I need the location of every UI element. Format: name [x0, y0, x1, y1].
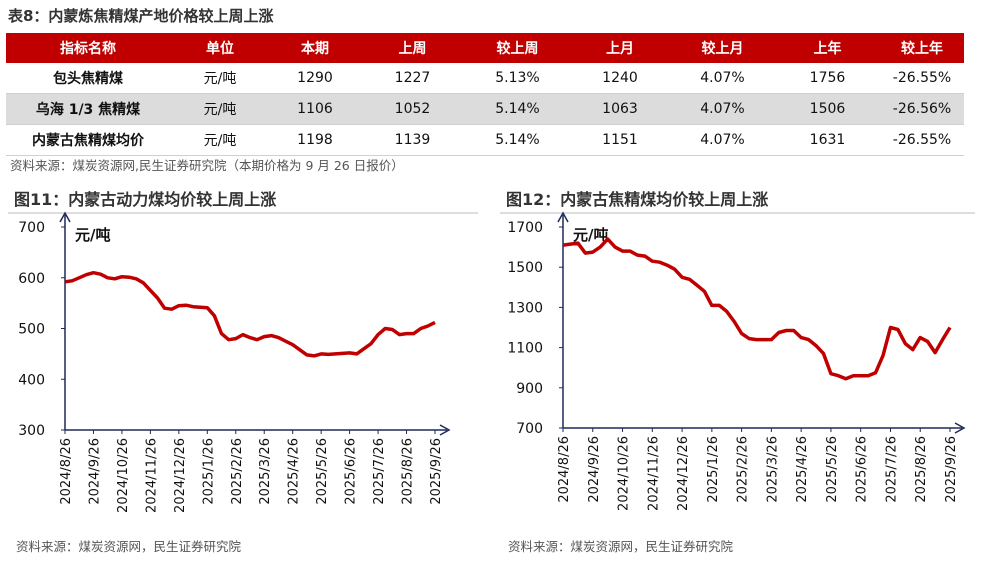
- x-tick-label: 2025/2/26: [736, 436, 751, 503]
- x-tick-label: 2024/8/26: [59, 438, 74, 505]
- y-tick-label: 900: [516, 381, 543, 397]
- table-cell: -26.55%: [880, 63, 964, 94]
- x-tick-label: 2024/10/26: [116, 438, 131, 513]
- table-cell: 元/吨: [170, 124, 270, 156]
- y-tick-label: 1700: [507, 220, 543, 236]
- header-cell: 上月: [570, 33, 670, 63]
- table-cell: 1052: [360, 93, 465, 125]
- table-cell: 5.14%: [465, 93, 570, 125]
- price-line: [562, 237, 952, 381]
- y-tick-label: 600: [18, 271, 45, 287]
- table-cell: 1506: [775, 93, 880, 125]
- x-arrow: [439, 424, 451, 436]
- y-arrow: [557, 211, 569, 223]
- table-cell: 1151: [570, 124, 670, 156]
- y-tick-label: 300: [18, 423, 45, 439]
- x-tick-label: 2025/3/26: [258, 438, 273, 505]
- chart-source: 资料来源：煤炭资源网，民生证券研究院: [16, 539, 242, 554]
- price-table: 指标名称 单位 本期 上周 较上周 上月 较上月 上年 较上年 包头焦精煤 元/吨 1290 1227…: [6, 33, 964, 156]
- x-tick-label: 2024/9/26: [587, 436, 602, 503]
- table-cell: 包头焦精煤: [6, 63, 170, 94]
- x-tick-label: 2024/8/26: [557, 436, 572, 503]
- x-tick-label: 2025/8/26: [914, 436, 929, 503]
- table-cell: 1063: [570, 93, 670, 125]
- table-cell: 1227: [360, 63, 465, 94]
- price-line: [64, 270, 436, 358]
- y-tick-label: 1300: [507, 300, 543, 316]
- table-cell: 4.07%: [670, 93, 775, 125]
- x-tick-label: 2025/7/26: [884, 436, 899, 503]
- x-tick-label: 2025/8/26: [401, 438, 416, 505]
- y-tick-label: 1500: [507, 260, 543, 276]
- header-cell: 指标名称: [6, 33, 170, 63]
- chart-title: 图12：内蒙古焦精煤均价较上周上涨: [506, 190, 768, 209]
- x-tick-label: 2025/9/26: [944, 436, 959, 503]
- x-tick-label: 2024/9/26: [87, 438, 102, 505]
- x-tick-label: 2025/1/26: [706, 436, 721, 503]
- table-cell: 1198: [270, 124, 360, 156]
- x-tick-label: 2025/5/26: [825, 436, 840, 503]
- table-cell: 乌海 1/3 焦精煤: [6, 93, 170, 125]
- x-tick-label: 2025/6/26: [855, 436, 870, 503]
- table-body: 包头焦精煤 元/吨 1290 1227 5.13% 1240 4.07% 1756 -26.55…: [6, 63, 964, 156]
- x-tick-label: 2024/12/26: [173, 438, 188, 513]
- unit-label: 元/吨: [75, 226, 110, 244]
- table-cell: 5.14%: [465, 124, 570, 156]
- table-cell: -26.56%: [880, 93, 964, 125]
- x-tick-label: 2024/11/26: [144, 438, 159, 513]
- header-cell: 本期: [270, 33, 360, 63]
- table-cell: 1139: [360, 124, 465, 156]
- header-cell: 上周: [360, 33, 465, 63]
- table-title: 表8：内蒙炼焦精煤产地价格较上周上涨: [8, 7, 274, 25]
- chart-title: 图11：内蒙古动力煤均价较上周上涨: [14, 190, 276, 209]
- x-tick-label: 2025/4/26: [287, 438, 302, 505]
- x-tick-label: 2024/12/26: [676, 436, 691, 511]
- y-tick-label: 700: [18, 220, 45, 236]
- y-tick-label: 500: [18, 322, 45, 338]
- table-cell: 5.13%: [465, 63, 570, 94]
- table-row: 乌海 1/3 焦精煤 元/吨 1106 1052 5.14% 1063 4.07% 1506-…: [6, 93, 964, 125]
- x-tick-label: 2025/1/26: [201, 438, 216, 505]
- table-cell: 1240: [570, 63, 670, 94]
- table-source: 资料来源：煤炭资源网,民生证券研究院（本期价格为 9 月 26 日报价）: [10, 158, 404, 173]
- y-arrow: [59, 211, 71, 223]
- table-cell: 1756: [775, 63, 880, 94]
- x-tick-label: 2024/10/26: [617, 436, 632, 511]
- table-cell: 内蒙古焦精煤均价: [6, 124, 170, 156]
- table-cell: 元/吨: [170, 63, 270, 94]
- header-cell: 较上月: [670, 33, 775, 63]
- header-cell: 较上年: [880, 33, 964, 63]
- x-arrow: [954, 422, 966, 434]
- y-tick-label: 700: [516, 421, 543, 437]
- table-cell: 4.07%: [670, 63, 775, 94]
- unit-label: 元/吨: [573, 226, 608, 244]
- x-tick-label: 2025/4/26: [795, 436, 810, 503]
- table-cell: 1631: [775, 124, 880, 156]
- header-cell: 较上周: [465, 33, 570, 63]
- y-tick-label: 400: [18, 372, 45, 388]
- table-cell: 元/吨: [170, 93, 270, 125]
- x-tick-label: 2025/9/26: [429, 438, 444, 505]
- table-row: 内蒙古焦精煤均价 元/吨 1198 1139 5.14% 1151 4.07% 1631 -26…: [6, 124, 964, 156]
- header-row: 指标名称 单位 本期 上周 较上周 上月 较上月 上年 较上年: [6, 33, 964, 63]
- y-tick-label: 1100: [507, 341, 543, 357]
- header-cell: 上年: [775, 33, 880, 63]
- table-cell: -26.55%: [880, 124, 964, 156]
- chart-source: 资料来源：煤炭资源网，民生证券研究院: [508, 539, 734, 554]
- x-tick-label: 2025/6/26: [344, 438, 359, 505]
- header-cell: 单位: [170, 33, 270, 63]
- x-tick-label: 2025/5/26: [315, 438, 330, 505]
- x-tick-label: 2024/11/26: [646, 436, 661, 511]
- table-cell: 1106: [270, 93, 360, 125]
- table-row: 包头焦精煤 元/吨 1290 1227 5.13% 1240 4.07% 1756 -26.55…: [6, 63, 964, 94]
- table-cell: 1290: [270, 63, 360, 94]
- x-tick-label: 2025/7/26: [372, 438, 387, 505]
- table-cell: 4.07%: [670, 124, 775, 156]
- x-tick-label: 2025/2/26: [230, 438, 245, 505]
- x-tick-label: 2025/3/26: [765, 436, 780, 503]
